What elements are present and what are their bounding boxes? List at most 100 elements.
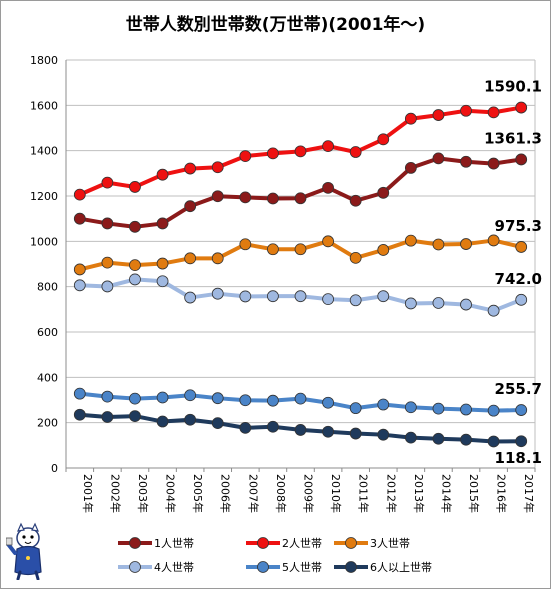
data-point: [211, 190, 224, 203]
data-point: [322, 140, 334, 153]
legend-label: 5人世帯: [282, 561, 322, 574]
data-point: [404, 112, 417, 125]
data-point: [515, 435, 528, 448]
data-point: [73, 387, 86, 400]
data-point: [156, 415, 169, 428]
legend-swatch-marker: [129, 537, 141, 549]
data-point: [377, 428, 390, 441]
x-tick-label: 2006年: [219, 474, 233, 513]
legend-swatch-marker: [345, 537, 357, 549]
x-tick-label: 2004年: [164, 474, 178, 513]
legend-item: 5人世帯: [246, 561, 322, 574]
data-point: [377, 244, 390, 256]
data-point: [129, 220, 141, 233]
legend-swatch-marker: [257, 561, 269, 573]
data-point: [101, 217, 114, 230]
data-point: [101, 176, 114, 189]
end-value-label: 975.3: [495, 217, 542, 235]
data-point: [211, 392, 224, 405]
legend-label: 4人世帯: [154, 561, 194, 574]
data-point: [267, 192, 279, 205]
end-value-label: 742.0: [495, 270, 542, 288]
x-tick-label: 2005年: [191, 474, 205, 513]
data-point: [322, 181, 334, 194]
data-point: [156, 275, 169, 288]
chart-title: 世帯人数別世帯数(万世帯)(2001年〜): [125, 15, 426, 35]
data-point: [156, 217, 169, 230]
y-tick-labels: 0 200 400 600 800 1000 1200 1400 1600 1800: [30, 54, 58, 475]
x-tick-labels: 2001年 2002年 2003年 2004年 2005年 2006年 2007年 2008年…: [81, 474, 536, 513]
data-point: [211, 287, 224, 300]
x-tick-label: 2002年: [108, 474, 122, 513]
y-tick-label: 1000: [30, 235, 58, 248]
data-point: [487, 157, 500, 170]
data-point: [432, 297, 445, 309]
data-point: [267, 290, 279, 303]
mascot-illustration: [6, 522, 42, 580]
data-point: [322, 293, 334, 306]
legend-item: 4人世帯: [118, 561, 194, 574]
data-point: [294, 392, 307, 405]
legend-label: 1人世帯: [154, 537, 194, 550]
data-point: [129, 273, 141, 286]
y-tick-label: 600: [37, 326, 58, 339]
data-point: [184, 252, 197, 265]
data-point: [460, 104, 472, 117]
data-point: [349, 146, 362, 158]
y-tick-label: 200: [37, 417, 58, 430]
data-point: [404, 234, 417, 247]
legend-label: 6人以上世帯: [370, 561, 432, 574]
data-point: [129, 392, 141, 405]
x-tick-label: 2013年: [412, 474, 426, 513]
legend-item: 6人以上世帯: [334, 561, 432, 574]
data-point: [404, 161, 417, 174]
data-point: [432, 238, 445, 251]
data-point: [349, 427, 362, 440]
x-tick-label: 2001年: [81, 474, 95, 513]
data-point: [432, 432, 445, 445]
series-5人世帯: [73, 387, 528, 417]
y-tick-label: 800: [37, 281, 58, 294]
y-tick-label: 400: [37, 371, 58, 384]
data-point: [460, 433, 472, 446]
data-point: [184, 291, 197, 304]
y-tick-label: 1600: [30, 99, 58, 112]
end-value-labels: 1590.1 1361.3 975.3 742.0 255.7 118.1: [484, 78, 542, 468]
y-tick-label: 1800: [30, 54, 58, 67]
data-point: [515, 153, 528, 166]
data-point: [515, 293, 528, 306]
data-point: [460, 298, 472, 311]
data-point: [73, 279, 86, 292]
data-point: [404, 431, 417, 444]
data-point: [73, 408, 86, 421]
data-point: [377, 290, 390, 303]
data-point: [267, 243, 279, 256]
legend-swatch-marker: [345, 561, 357, 573]
data-point: [432, 109, 445, 121]
data-point: [73, 212, 86, 225]
data-point: [211, 417, 224, 430]
data-point: [184, 389, 197, 402]
x-tick-label: 2011年: [357, 474, 371, 513]
data-point: [349, 294, 362, 307]
data-point: [487, 404, 500, 417]
legend-label: 2人世帯: [282, 537, 322, 550]
data-point: [156, 391, 169, 404]
end-value-label: 1361.3: [484, 129, 542, 147]
x-tick-label: 2003年: [136, 474, 150, 513]
data-point: [460, 238, 472, 250]
data-point: [294, 243, 307, 256]
series-2人世帯: [73, 101, 528, 201]
data-point: [349, 194, 362, 207]
data-point: [404, 297, 417, 310]
y-tick-label: 1400: [30, 145, 58, 158]
data-point: [432, 152, 445, 165]
series-4人世帯: [73, 273, 528, 317]
x-tick-label: 2009年: [302, 474, 316, 513]
data-point: [377, 133, 390, 146]
data-point: [377, 186, 390, 199]
data-point: [515, 404, 528, 416]
y-tick-label: 1200: [30, 190, 58, 203]
data-point: [487, 234, 500, 247]
